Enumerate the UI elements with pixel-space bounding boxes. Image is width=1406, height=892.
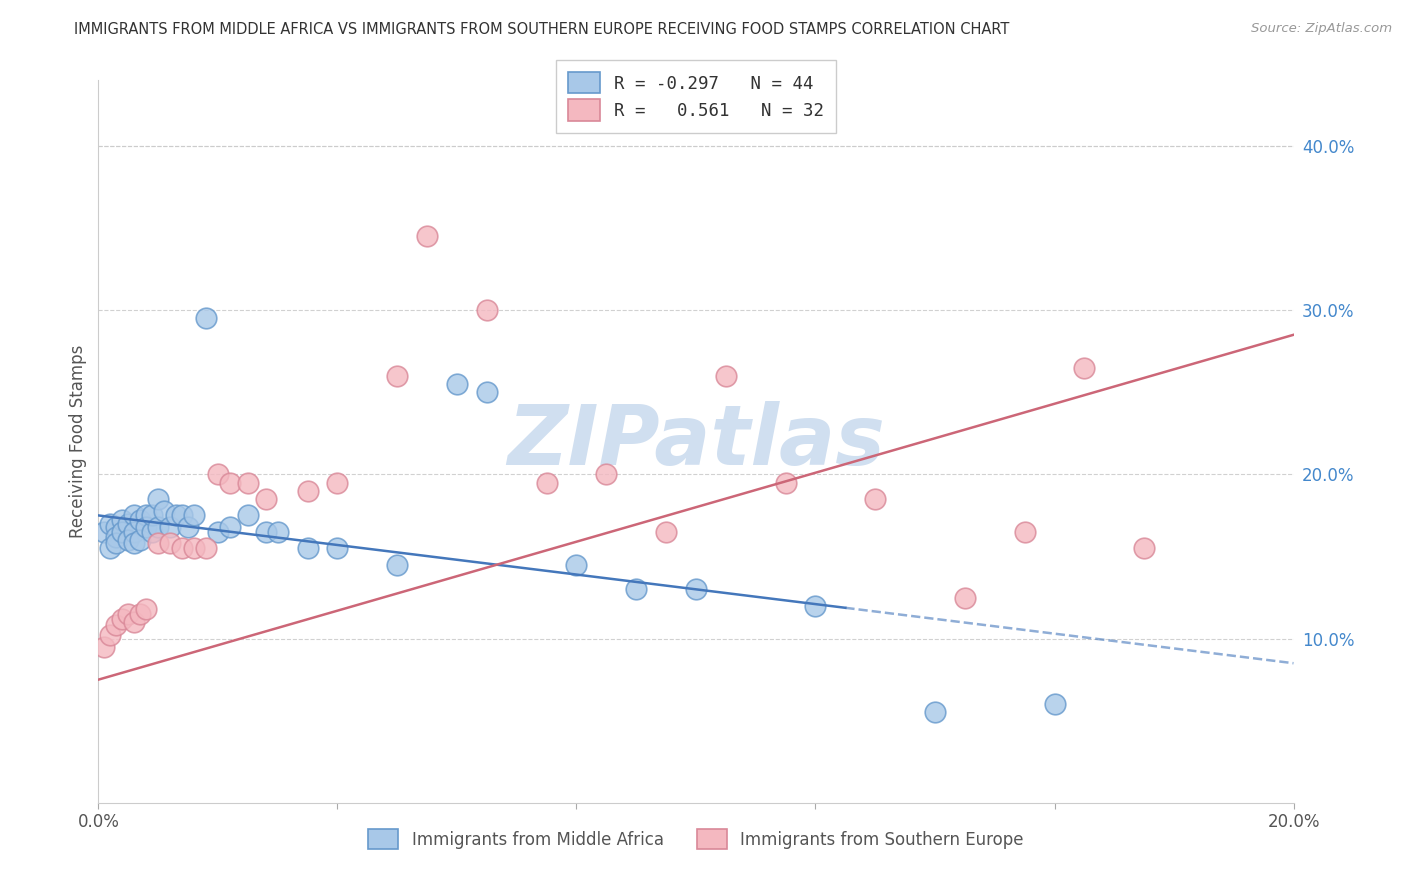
Point — [1133, 541, 1156, 556]
Point — [385, 558, 409, 572]
Point — [159, 536, 181, 550]
Point — [124, 536, 146, 550]
Point — [714, 368, 737, 383]
Point — [135, 602, 157, 616]
Point — [475, 385, 498, 400]
Point — [111, 524, 134, 539]
Point — [595, 467, 617, 482]
Point — [129, 513, 152, 527]
Point — [111, 612, 134, 626]
Point — [105, 618, 128, 632]
Legend: Immigrants from Middle Africa, Immigrants from Southern Europe: Immigrants from Middle Africa, Immigrant… — [361, 822, 1031, 856]
Point — [804, 599, 827, 613]
Point — [416, 229, 439, 244]
Point — [165, 508, 187, 523]
Point — [865, 491, 887, 506]
Point — [385, 368, 409, 383]
Point — [148, 491, 170, 506]
Point — [536, 475, 558, 490]
Point — [183, 508, 205, 523]
Point — [207, 467, 229, 482]
Point — [111, 513, 134, 527]
Point — [105, 530, 128, 544]
Point — [159, 520, 181, 534]
Point — [172, 541, 194, 556]
Point — [655, 524, 678, 539]
Point — [219, 520, 242, 534]
Point — [172, 508, 194, 523]
Point — [98, 628, 122, 642]
Y-axis label: Receiving Food Stamps: Receiving Food Stamps — [69, 345, 87, 538]
Point — [1014, 524, 1036, 539]
Point — [195, 541, 218, 556]
Point — [267, 524, 290, 539]
Point — [685, 582, 707, 597]
Point — [148, 520, 170, 534]
Point — [254, 491, 277, 506]
Point — [129, 607, 152, 621]
Point — [135, 508, 157, 523]
Point — [326, 475, 349, 490]
Point — [124, 508, 146, 523]
Point — [135, 520, 157, 534]
Point — [93, 640, 115, 654]
Point — [141, 524, 163, 539]
Text: IMMIGRANTS FROM MIDDLE AFRICA VS IMMIGRANTS FROM SOUTHERN EUROPE RECEIVING FOOD : IMMIGRANTS FROM MIDDLE AFRICA VS IMMIGRA… — [73, 22, 1010, 37]
Point — [148, 536, 170, 550]
Point — [297, 541, 319, 556]
Point — [475, 303, 498, 318]
Point — [93, 524, 115, 539]
Point — [124, 524, 146, 539]
Point — [141, 508, 163, 523]
Point — [207, 524, 229, 539]
Point — [326, 541, 349, 556]
Point — [177, 520, 200, 534]
Point — [775, 475, 797, 490]
Point — [195, 311, 218, 326]
Point — [1043, 698, 1066, 712]
Point — [236, 475, 259, 490]
Text: ZIPatlas: ZIPatlas — [508, 401, 884, 482]
Point — [105, 520, 128, 534]
Point — [105, 536, 128, 550]
Point — [183, 541, 205, 556]
Point — [924, 706, 946, 720]
Point — [117, 516, 139, 531]
Point — [1073, 360, 1095, 375]
Point — [219, 475, 242, 490]
Point — [446, 377, 468, 392]
Point — [626, 582, 648, 597]
Point — [953, 591, 976, 605]
Point — [565, 558, 588, 572]
Text: Source: ZipAtlas.com: Source: ZipAtlas.com — [1251, 22, 1392, 36]
Point — [236, 508, 259, 523]
Point — [153, 503, 176, 517]
Point — [297, 483, 319, 498]
Point — [124, 615, 146, 630]
Point — [254, 524, 277, 539]
Point — [98, 541, 122, 556]
Point — [117, 607, 139, 621]
Point — [117, 533, 139, 547]
Point — [98, 516, 122, 531]
Point — [129, 533, 152, 547]
